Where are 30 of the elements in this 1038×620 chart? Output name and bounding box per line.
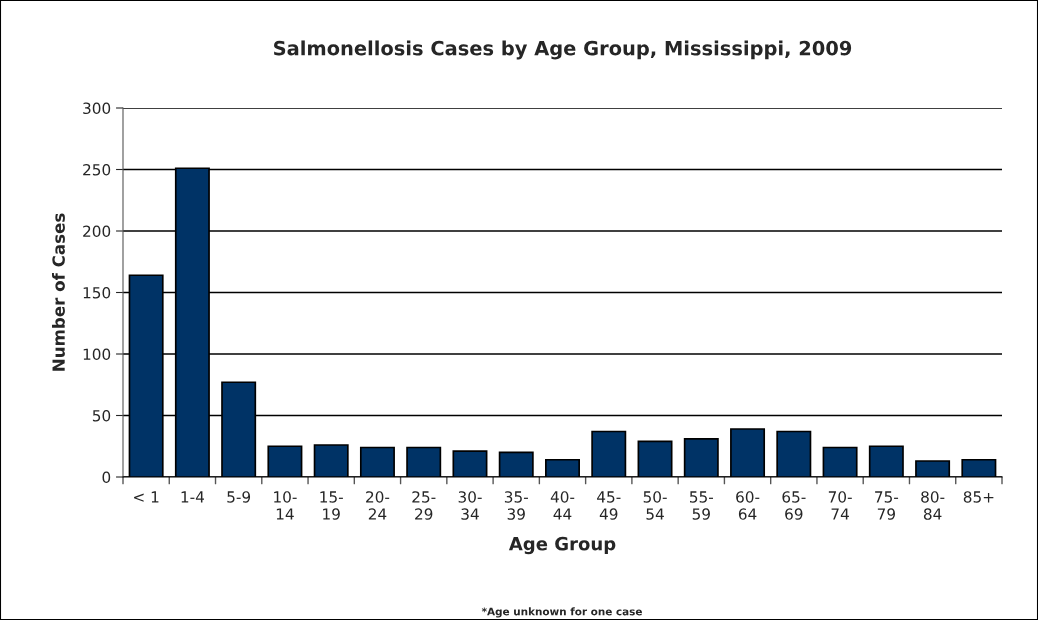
y-tick-label: 200 — [83, 225, 111, 238]
x-axis-title: Age Group — [508, 536, 616, 555]
x-tick-label: 80- 84 — [921, 491, 945, 520]
x-tick-label: 70- 74 — [828, 491, 852, 520]
x-tick-label: 50- 54 — [643, 491, 667, 520]
y-tick-label: 0 — [102, 471, 111, 484]
x-tick-label: 15- 19 — [320, 491, 343, 520]
x-tick-label: 5-9 — [227, 491, 251, 503]
x-tick-label: 45- 49 — [597, 491, 621, 520]
y-tick-label: 150 — [83, 286, 111, 299]
x-tick-label: 10- 14 — [274, 491, 297, 520]
x-tick-label: 75- 79 — [875, 491, 899, 520]
x-tick-label: 35- 39 — [504, 491, 528, 520]
chart-title: Salmonellosis Cases by Age Group, Mississippi, 2009 — [274, 40, 852, 60]
x-tick-label: 65- 69 — [782, 491, 806, 520]
y-tick-label: 100 — [83, 348, 111, 361]
text: *Age unknown for one case — [481, 607, 642, 618]
x-tick-label: 85+ — [963, 491, 994, 503]
x-tick-label: < 1 — [134, 491, 159, 503]
x-tick-label: 1-4 — [181, 491, 205, 503]
x-tick-label: 60- 64 — [736, 491, 760, 520]
x-tick-label: 20- 24 — [366, 491, 390, 520]
x-tick-label: 25- 29 — [412, 491, 436, 520]
y-tick-label: 50 — [92, 409, 111, 422]
y-tick-label: 250 — [83, 163, 111, 176]
y-axis-title: Number of Cases — [52, 213, 65, 371]
x-tick-label: 30- 34 — [458, 491, 482, 520]
x-tick-label: 55- 59 — [689, 491, 714, 520]
x-tick-label: 40- 44 — [550, 491, 575, 520]
y-tick-label: 300 — [83, 102, 111, 115]
